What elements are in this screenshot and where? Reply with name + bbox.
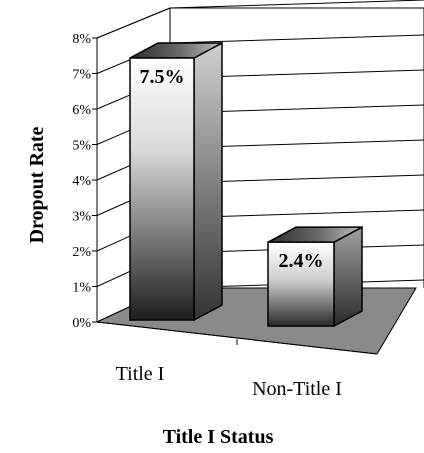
y-tick-label: 2% — [72, 245, 91, 260]
bar-front-1 — [129, 57, 195, 321]
y-tick-label: 1% — [72, 281, 91, 296]
y-tick-label: 4% — [72, 174, 91, 189]
bar-side-1 — [193, 41, 223, 322]
x-tick-label: Non-Title I — [252, 378, 342, 400]
data-label-2: 2.4% — [279, 250, 324, 272]
data-label-1: 7.5% — [140, 66, 185, 88]
y-axis-title: Dropout Rate — [26, 126, 48, 243]
y-tick-label: 5% — [72, 139, 91, 154]
y-tick-label: 3% — [72, 210, 91, 225]
y-tick-label: 7% — [72, 68, 91, 83]
x-axis-ticks: Title I Non-Title I — [116, 363, 342, 400]
y-tick-label: 8% — [72, 32, 91, 47]
y-tick-label: 0% — [72, 316, 91, 331]
gridline-back — [169, 34, 424, 44]
bar-side-2 — [333, 225, 363, 328]
bar-front-2 — [267, 241, 335, 327]
x-tick-label: Title I — [116, 363, 165, 385]
y-axis-ticks: 0% 1% 2% 3% 4% 5% 6% 7% 8% — [72, 32, 97, 331]
y-tick-label: 6% — [72, 103, 91, 118]
x-axis-title: Title I Status — [163, 426, 274, 448]
x-axis-line — [96, 321, 378, 355]
bars: 7.5% 2.4% — [129, 41, 363, 328]
gridline-back — [169, 0, 424, 9]
gridline-side — [96, 7, 171, 39]
